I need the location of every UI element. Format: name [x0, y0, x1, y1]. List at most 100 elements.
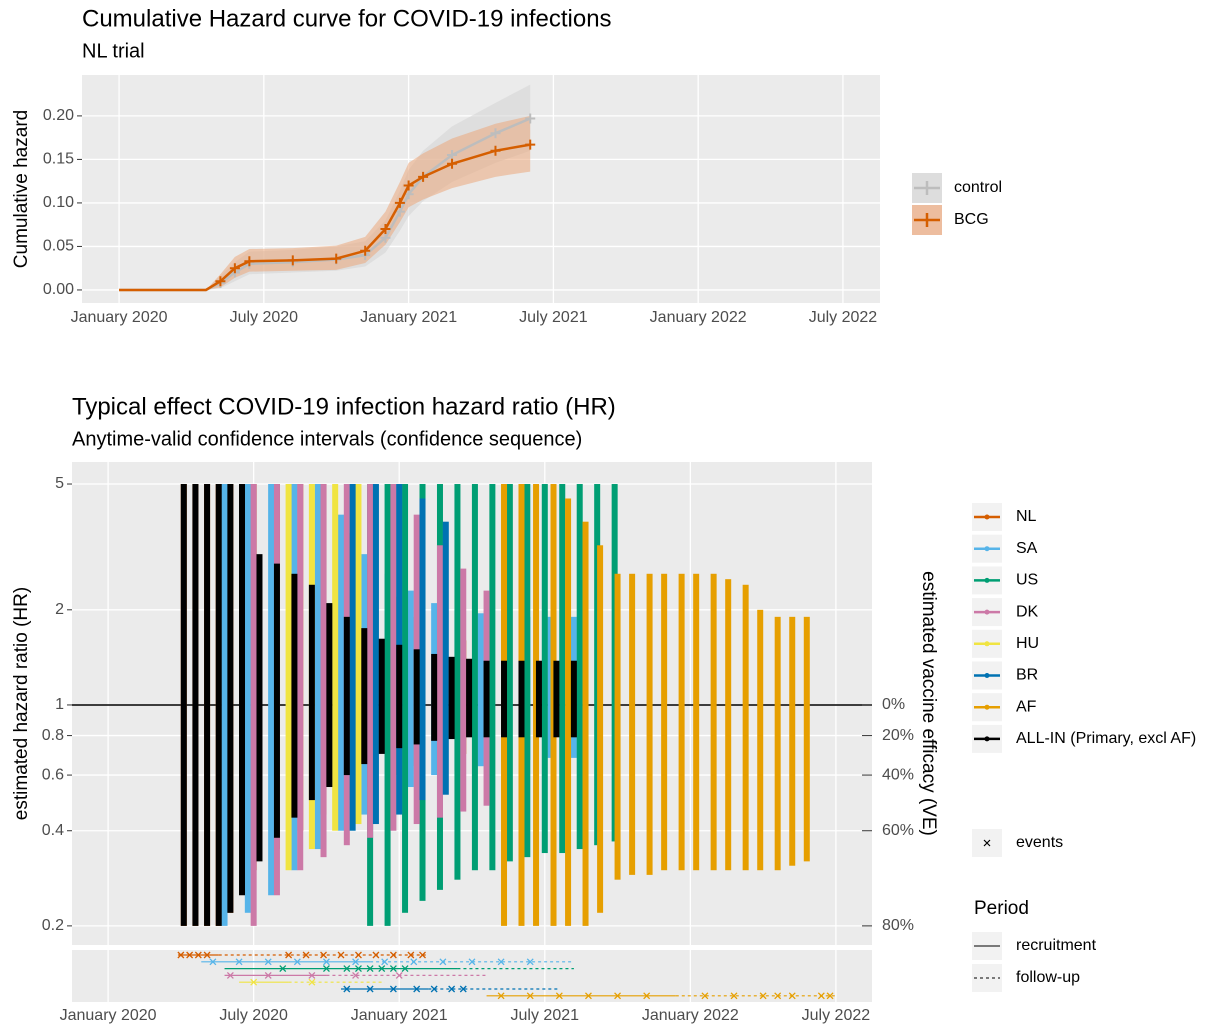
y-tick-label: 0.2	[42, 917, 64, 934]
interval-bar	[402, 484, 409, 913]
interval-bar	[506, 484, 513, 862]
event-mark	[302, 951, 310, 959]
chart-subtitle: NL trial	[82, 40, 145, 62]
event-mark	[389, 985, 397, 993]
event-mark	[203, 951, 211, 959]
interval-bar	[614, 573, 621, 880]
legend-point	[984, 673, 990, 678]
event-mark	[343, 985, 351, 993]
interval-bar	[693, 573, 700, 871]
interval-bar	[436, 545, 443, 818]
censor-mark	[525, 113, 536, 124]
event-mark	[343, 965, 351, 973]
legend-label: follow-up	[1016, 969, 1080, 986]
censor-mark	[394, 206, 405, 217]
interval-bar	[597, 545, 604, 913]
legend-point	[984, 704, 990, 710]
y-tick-label: 0.4	[42, 822, 64, 839]
interval-bar	[483, 660, 490, 738]
interval-bar	[297, 484, 304, 871]
event-mark	[378, 965, 386, 973]
interval-bar	[291, 573, 298, 818]
interval-bar	[789, 616, 796, 866]
interval-bar	[256, 554, 263, 862]
interval-bar	[489, 484, 496, 871]
event-mark	[337, 951, 345, 959]
event-mark	[322, 958, 330, 966]
interval-bar	[803, 616, 810, 862]
event-mark	[279, 965, 287, 973]
x-tick-label: January 2021	[351, 1007, 448, 1024]
legend-title: Period	[974, 898, 1029, 919]
interval-bar	[390, 484, 397, 831]
legend-label: BCG	[954, 211, 989, 228]
event-mark	[235, 958, 243, 966]
interval-bar	[314, 484, 321, 850]
x-tick-label: January 2020	[71, 309, 168, 326]
y-tick-label: 0.15	[43, 151, 74, 168]
event-mark	[430, 985, 438, 993]
interval-bar	[742, 584, 749, 871]
interval-bar	[570, 660, 577, 738]
y-tick-label: 1	[55, 696, 64, 713]
interval-bar	[466, 658, 473, 738]
interval-bar	[501, 660, 508, 738]
interval-bar	[710, 573, 717, 871]
interval-bar	[355, 484, 362, 825]
interval-bar	[239, 484, 246, 896]
legend-point	[984, 736, 990, 742]
x-tick-label: January 2022	[642, 1007, 739, 1024]
interval-bar	[419, 498, 426, 801]
event-mark	[826, 992, 834, 1000]
event-mark	[352, 971, 360, 979]
censor-mark	[287, 255, 298, 266]
legend-label: control	[954, 179, 1002, 196]
event-mark	[468, 958, 476, 966]
interval-bar	[582, 521, 589, 926]
event-mark	[293, 958, 301, 966]
legend-label: SA	[1016, 540, 1038, 557]
event-mark	[759, 992, 767, 1000]
y-tick-label: 0.10	[43, 194, 74, 211]
x-tick-label: January 2021	[360, 309, 457, 326]
legend-point	[984, 546, 990, 552]
event-mark	[209, 958, 217, 966]
event-mark	[372, 951, 380, 959]
x-tick-label: July 2020	[219, 1007, 288, 1024]
event-mark	[401, 965, 409, 973]
event-mark	[285, 951, 293, 959]
y2-tick-label: 20%	[882, 727, 914, 744]
censor-mark	[380, 224, 391, 235]
x-tick-label: July 2020	[230, 309, 299, 326]
event-mark	[355, 951, 362, 959]
event-mark	[186, 951, 194, 959]
event-mark	[439, 958, 447, 966]
event-mark	[264, 971, 272, 979]
event-mark	[395, 971, 403, 979]
censor-mark	[490, 145, 501, 156]
event-mark	[419, 951, 426, 959]
interval-bar	[661, 573, 668, 871]
legend-label: BR	[1016, 667, 1038, 684]
interval-bar	[250, 484, 257, 926]
event-mark	[308, 971, 316, 979]
event-mark	[381, 958, 389, 966]
interval-bar	[576, 484, 583, 850]
legend-label: HU	[1016, 635, 1039, 652]
interval-bar	[407, 590, 414, 788]
legend-label: AF	[1016, 698, 1037, 715]
legend-point	[984, 641, 990, 647]
interval-bar	[757, 609, 764, 871]
event-mark	[177, 951, 185, 959]
x-tick-label: July 2021	[511, 1007, 580, 1024]
event-mark	[407, 951, 415, 959]
interval-bar	[413, 649, 420, 745]
x-tick-label: July 2022	[809, 309, 878, 326]
legend-point	[984, 609, 990, 615]
interval-bar	[629, 573, 636, 875]
interval-bar	[431, 653, 438, 741]
interval-bar	[337, 514, 344, 831]
interval-bar	[646, 573, 653, 875]
chart-title: Cumulative Hazard curve for COVID-19 inf…	[82, 5, 612, 32]
interval-bar	[180, 484, 187, 926]
